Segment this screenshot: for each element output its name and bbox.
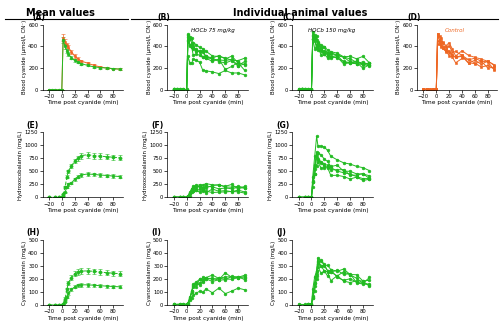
Text: (C): (C)	[282, 13, 295, 22]
Y-axis label: Cyanocobalamin (mg/L): Cyanocobalamin (mg/L)	[272, 240, 276, 305]
X-axis label: Time post cyanide (min): Time post cyanide (min)	[172, 100, 244, 105]
Text: (F): (F)	[151, 121, 164, 130]
Text: (D): (D)	[408, 13, 420, 22]
Text: (I): (I)	[151, 228, 161, 237]
X-axis label: Time post cyanide (min): Time post cyanide (min)	[172, 208, 244, 213]
Text: Individual animal values: Individual animal values	[233, 8, 367, 18]
Y-axis label: Blood cyanide (µmol/L CN⁻): Blood cyanide (µmol/L CN⁻)	[22, 20, 27, 94]
Text: (G): (G)	[276, 121, 289, 130]
Text: Mean values: Mean values	[26, 8, 94, 18]
X-axis label: Time post cyanide (min): Time post cyanide (min)	[296, 100, 368, 105]
Text: HOCb 150 mg/kg: HOCb 150 mg/kg	[308, 29, 356, 33]
Text: Control: Control	[445, 29, 465, 33]
Y-axis label: Hydroxocobalamin (mg/L): Hydroxocobalamin (mg/L)	[268, 130, 273, 199]
Y-axis label: Blood cyanide (µmol/L CN⁻): Blood cyanide (µmol/L CN⁻)	[146, 20, 152, 94]
Text: (H): (H)	[26, 228, 40, 237]
X-axis label: Time post cyanide (min): Time post cyanide (min)	[172, 316, 244, 320]
X-axis label: Time post cyanide (min): Time post cyanide (min)	[47, 316, 118, 320]
Y-axis label: Hydroxocobalamin (mg/L): Hydroxocobalamin (mg/L)	[144, 130, 148, 199]
Y-axis label: Blood cyanide (µmol/L CN⁻): Blood cyanide (µmol/L CN⁻)	[272, 20, 276, 94]
Y-axis label: Hydroxocobalamin (mg/L): Hydroxocobalamin (mg/L)	[18, 130, 24, 199]
X-axis label: Time post cyanide (min): Time post cyanide (min)	[47, 100, 118, 105]
Text: (J): (J)	[276, 228, 286, 237]
Y-axis label: Blood cyanide (µmol/L CN⁻): Blood cyanide (µmol/L CN⁻)	[396, 20, 402, 94]
X-axis label: Time post cyanide (min): Time post cyanide (min)	[296, 208, 368, 213]
X-axis label: Time post cyanide (min): Time post cyanide (min)	[47, 208, 118, 213]
Text: (B): (B)	[158, 13, 170, 22]
Text: HOCb 75 mg/kg: HOCb 75 mg/kg	[192, 29, 235, 33]
Text: (A): (A)	[33, 13, 46, 22]
X-axis label: Time post cyanide (min): Time post cyanide (min)	[422, 100, 493, 105]
X-axis label: Time post cyanide (min): Time post cyanide (min)	[296, 316, 368, 320]
Text: (E): (E)	[26, 121, 38, 130]
Y-axis label: Cyanocobalamin (mg/L): Cyanocobalamin (mg/L)	[146, 240, 152, 305]
Y-axis label: Cyanocobalamin (mg/L): Cyanocobalamin (mg/L)	[22, 240, 27, 305]
